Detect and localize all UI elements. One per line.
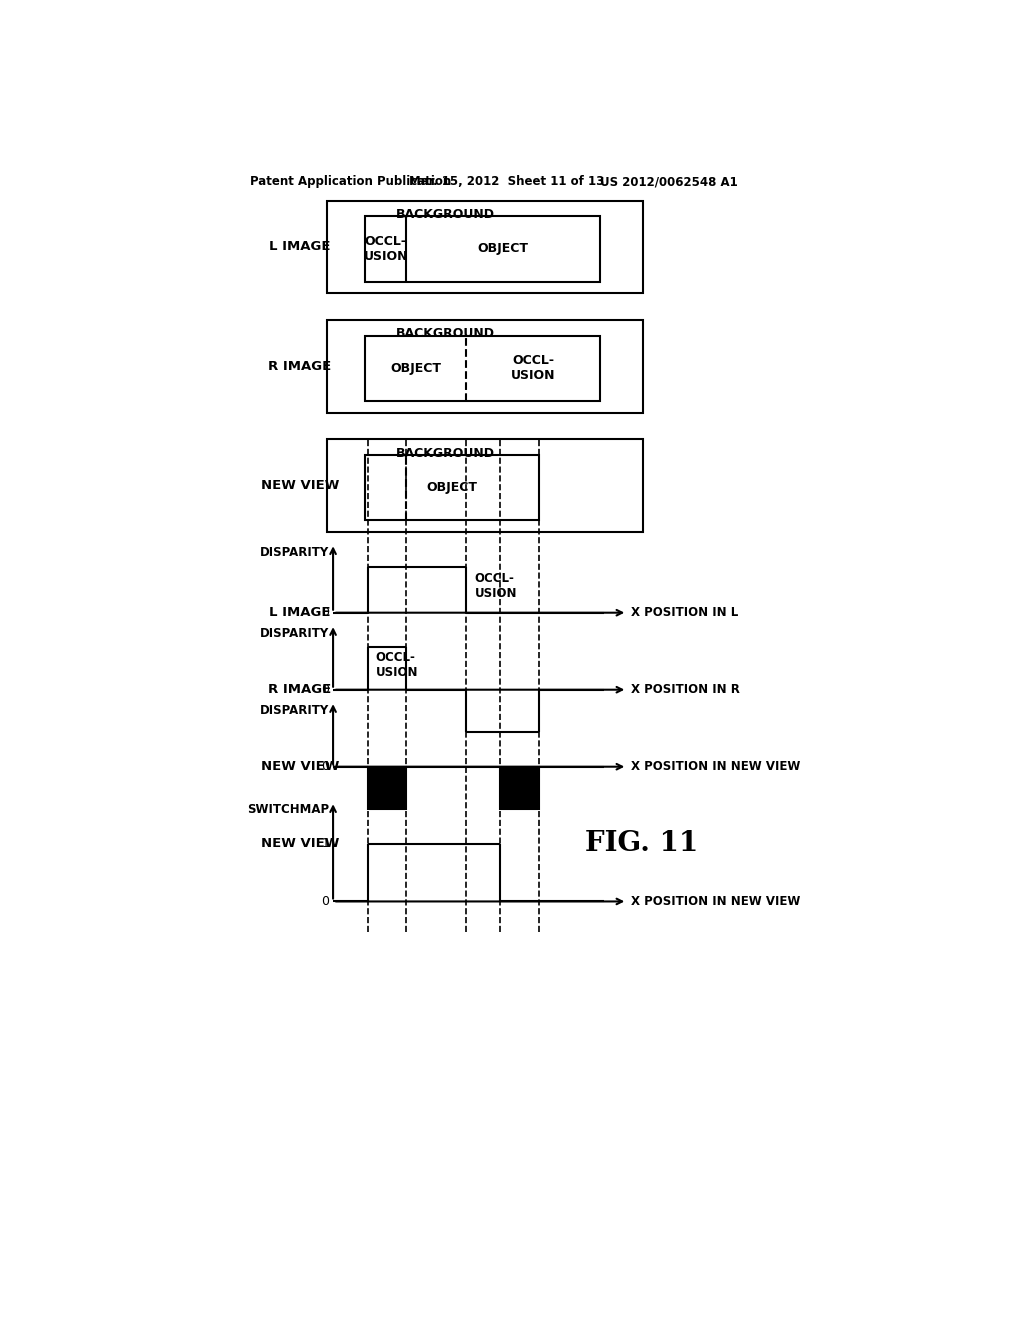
Text: X POSITION IN L: X POSITION IN L bbox=[631, 606, 738, 619]
Text: X POSITION IN R: X POSITION IN R bbox=[631, 684, 740, 696]
Text: X POSITION IN NEW VIEW: X POSITION IN NEW VIEW bbox=[631, 760, 801, 774]
Text: L IMAGE: L IMAGE bbox=[269, 240, 331, 253]
Bar bbox=[368, 767, 407, 809]
Text: OCCL-
USION: OCCL- USION bbox=[475, 572, 517, 599]
Text: DISPARITY: DISPARITY bbox=[260, 704, 330, 717]
Text: OBJECT: OBJECT bbox=[427, 480, 477, 494]
Bar bbox=[327, 201, 643, 293]
Text: OCCL-
USION: OCCL- USION bbox=[511, 354, 555, 383]
Text: NEW VIEW: NEW VIEW bbox=[261, 760, 339, 774]
Bar bbox=[366, 216, 600, 281]
Text: 0: 0 bbox=[322, 895, 330, 908]
Text: SWITCHMAP: SWITCHMAP bbox=[247, 803, 330, 816]
Text: DISPARITY: DISPARITY bbox=[260, 546, 330, 560]
Text: DISPARITY: DISPARITY bbox=[260, 627, 330, 640]
Bar bbox=[327, 321, 643, 412]
Text: BACKGROUND: BACKGROUND bbox=[396, 327, 496, 341]
Text: OBJECT: OBJECT bbox=[390, 362, 441, 375]
Text: OCCL-
USION: OCCL- USION bbox=[376, 651, 418, 678]
Text: R IMAGE: R IMAGE bbox=[268, 684, 332, 696]
Text: 0: 0 bbox=[322, 760, 330, 774]
Bar bbox=[366, 335, 600, 401]
Text: Patent Application Publication: Patent Application Publication bbox=[250, 176, 452, 187]
Text: OCCL-
USION: OCCL- USION bbox=[364, 235, 409, 263]
Bar bbox=[327, 440, 643, 532]
Text: 1: 1 bbox=[322, 837, 330, 850]
Text: X POSITION IN NEW VIEW: X POSITION IN NEW VIEW bbox=[631, 895, 801, 908]
Text: OBJECT: OBJECT bbox=[478, 243, 528, 255]
Text: NEW VIEW: NEW VIEW bbox=[261, 479, 339, 492]
Text: US 2012/0062548 A1: US 2012/0062548 A1 bbox=[600, 176, 738, 187]
Bar bbox=[500, 767, 539, 809]
Text: FIG. 11: FIG. 11 bbox=[585, 830, 698, 857]
Text: BACKGROUND: BACKGROUND bbox=[396, 209, 496, 222]
Text: BACKGROUND: BACKGROUND bbox=[396, 446, 496, 459]
Text: Mar. 15, 2012  Sheet 11 of 13: Mar. 15, 2012 Sheet 11 of 13 bbox=[410, 176, 604, 187]
Text: R IMAGE: R IMAGE bbox=[268, 360, 332, 372]
Text: 0: 0 bbox=[322, 606, 330, 619]
Text: NEW VIEW: NEW VIEW bbox=[261, 837, 339, 850]
Text: 0: 0 bbox=[322, 684, 330, 696]
Bar bbox=[366, 455, 539, 520]
Text: L IMAGE: L IMAGE bbox=[269, 606, 331, 619]
